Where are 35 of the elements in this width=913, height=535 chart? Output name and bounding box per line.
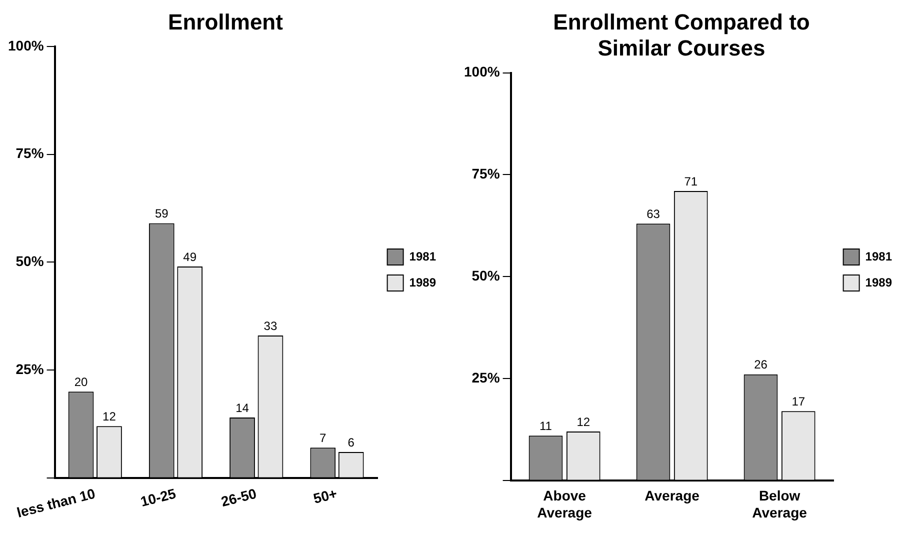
y-tick-label: 100% bbox=[8, 37, 44, 54]
data-label: 20 bbox=[74, 374, 88, 389]
x-tick-label: Above Average bbox=[537, 488, 592, 520]
legend-label: 1981 bbox=[865, 249, 892, 264]
y-tick-label: 75% bbox=[472, 166, 500, 182]
data-label: 49 bbox=[183, 250, 197, 264]
y-tick-label: 50% bbox=[16, 253, 44, 270]
x-tick-label: less than 10 bbox=[15, 485, 98, 521]
chart-title: Enrollment bbox=[168, 9, 284, 34]
chart-title: Enrollment Compared to Similar Courses bbox=[553, 9, 810, 61]
y-tick-label: 50% bbox=[472, 267, 500, 284]
y-tick-label: 25% bbox=[472, 369, 500, 386]
data-label: 33 bbox=[264, 318, 278, 333]
data-label: 11 bbox=[540, 418, 552, 433]
data-label: 63 bbox=[646, 206, 660, 221]
y-tick-label: 25% bbox=[16, 360, 44, 377]
legend-label: 1989 bbox=[865, 275, 892, 290]
x-tick-label: Average bbox=[644, 488, 700, 504]
data-label: 12 bbox=[576, 414, 590, 429]
data-label: 14 bbox=[236, 400, 250, 415]
data-label: 12 bbox=[102, 409, 116, 424]
data-label: 59 bbox=[154, 206, 169, 221]
data-label: 7 bbox=[320, 431, 327, 445]
legend-label: 1989 bbox=[409, 275, 436, 290]
x-tick-label: 26-50 bbox=[219, 485, 258, 510]
data-label: 26 bbox=[754, 358, 768, 372]
x-tick-label: Below Average bbox=[752, 488, 808, 520]
data-label: 6 bbox=[348, 435, 355, 450]
x-tick-label: 50+ bbox=[312, 485, 339, 507]
y-tick-label: 75% bbox=[16, 145, 44, 162]
x-tick-label: 10-25 bbox=[138, 485, 178, 510]
data-label: 71 bbox=[684, 174, 698, 188]
legend-label: 1981 bbox=[409, 249, 436, 264]
data-label: 17 bbox=[792, 394, 806, 408]
y-tick-label: 100% bbox=[464, 64, 500, 80]
